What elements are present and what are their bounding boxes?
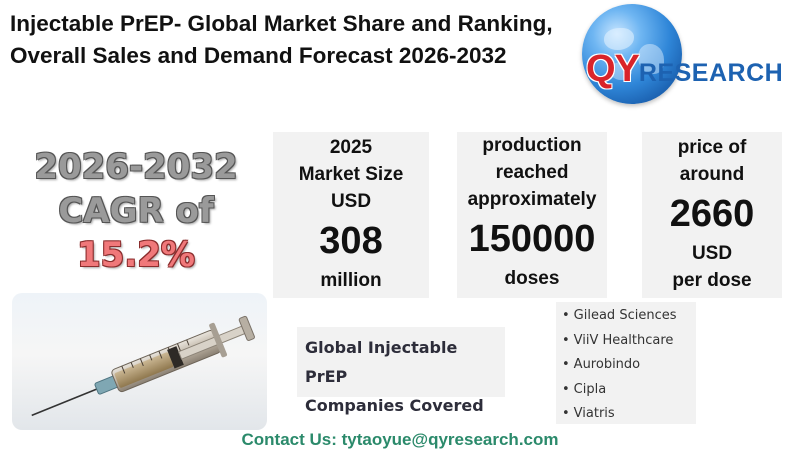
- price-currency: USD: [691, 243, 733, 264]
- list-item: Aurobindo: [562, 353, 696, 378]
- market-label: Market Size: [298, 164, 404, 185]
- covered-line-1: Global Injectable PrEP: [305, 338, 458, 386]
- covered-line-2: Companies Covered: [305, 396, 484, 415]
- company-list: Gilead Sciences ViiV Healthcare Aurobind…: [556, 302, 696, 424]
- qyresearch-logo: QYRESEARCH: [578, 4, 800, 108]
- price-label-1: price of: [677, 137, 747, 158]
- market-currency: USD: [330, 191, 372, 212]
- production-label-3: approximately: [467, 189, 597, 210]
- logo-wordmark: QYRESEARCH: [586, 48, 783, 91]
- production-label-1: production: [482, 135, 582, 156]
- production-card: production reached approximately 150000 …: [457, 132, 607, 298]
- companies-covered-label: Global Injectable PrEP Companies Covered: [297, 327, 505, 415]
- production-unit: doses: [504, 268, 560, 289]
- price-card: price of around 2660 USD per dose: [642, 132, 782, 298]
- cagr-label: CAGR of: [58, 191, 214, 231]
- market-unit: million: [320, 270, 382, 291]
- price-label-2: around: [679, 164, 745, 185]
- page-title: Injectable PrEP- Global Market Share and…: [10, 11, 553, 68]
- production-label-2: reached: [495, 162, 569, 183]
- production-value: 150000: [468, 218, 596, 260]
- cagr-headline: 2026-2032 CAGR of 15.2%: [0, 145, 272, 277]
- list-item: Viatris: [562, 402, 696, 427]
- list-item: Gilead Sciences: [562, 304, 696, 329]
- contact-line: Contact Us: tytaoyue@qyresearch.com: [241, 430, 559, 449]
- globe-icon: [582, 4, 682, 104]
- cagr-line: CAGR of 15.2%: [0, 189, 272, 277]
- list-item: Cipla: [562, 378, 696, 403]
- list-item: ViiV Healthcare: [562, 329, 696, 354]
- syringe-icon: [31, 315, 255, 417]
- market-value: 308: [319, 220, 383, 262]
- price-unit: per dose: [672, 270, 752, 291]
- market-year: 2025: [329, 137, 373, 158]
- price-value: 2660: [669, 193, 755, 235]
- market-size-card: 2025 Market Size USD 308 million: [273, 132, 429, 298]
- logo-suffix: RESEARCH: [638, 59, 784, 87]
- syringe-image: [12, 293, 267, 430]
- logo-prefix: QY: [586, 48, 640, 90]
- cagr-value: 15.2%: [77, 235, 195, 275]
- cagr-years: 2026-2032: [34, 147, 238, 187]
